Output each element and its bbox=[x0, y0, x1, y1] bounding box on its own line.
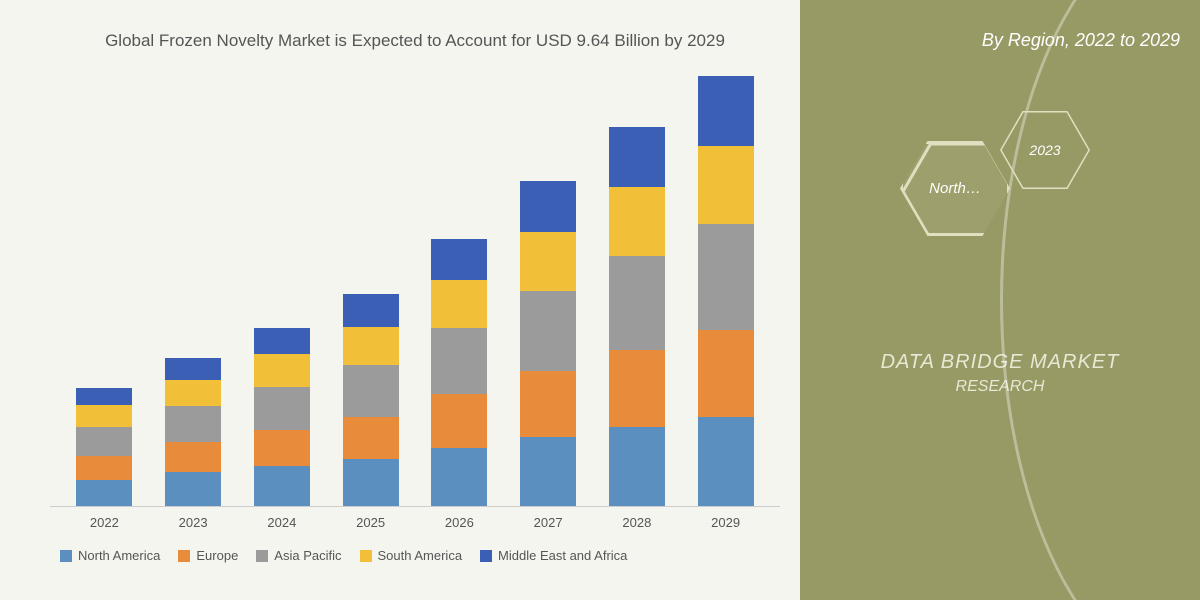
side-panel: By Region, 2022 to 2029 North… 2023 DATA… bbox=[800, 0, 1200, 600]
hexagon-north: North… bbox=[900, 141, 1010, 236]
legend-item: North America bbox=[60, 548, 160, 563]
segment-south-america bbox=[698, 146, 754, 224]
bar-2028 bbox=[609, 127, 665, 506]
segment-north-america bbox=[254, 466, 310, 506]
bar-2025 bbox=[343, 294, 399, 506]
segment-europe bbox=[431, 394, 487, 448]
segment-north-america bbox=[698, 417, 754, 506]
legend-item: Asia Pacific bbox=[256, 548, 341, 563]
segment-south-america bbox=[254, 354, 310, 387]
decorative-arc bbox=[1000, 0, 1200, 600]
segment-south-america bbox=[520, 232, 576, 291]
hexagon-year: 2023 bbox=[1000, 111, 1090, 189]
chart-legend: North America Europe Asia Pacific South Ame… bbox=[50, 548, 780, 563]
legend-label: Asia Pacific bbox=[274, 548, 341, 563]
segment-south-america bbox=[431, 280, 487, 328]
segment-europe bbox=[343, 417, 399, 459]
x-label: 2029 bbox=[698, 515, 754, 530]
segment-north-america bbox=[165, 472, 221, 506]
bar-2024 bbox=[254, 328, 310, 506]
segment-middle-east-and-africa bbox=[609, 127, 665, 187]
legend-label: North America bbox=[78, 548, 160, 563]
legend-label: South America bbox=[378, 548, 463, 563]
x-label: 2022 bbox=[76, 515, 132, 530]
legend-swatch bbox=[178, 550, 190, 562]
legend-label: Europe bbox=[196, 548, 238, 563]
segment-north-america bbox=[76, 480, 132, 506]
x-axis-labels: 2022 2023 2024 2025 2026 2027 2028 2029 bbox=[50, 507, 780, 530]
legend-item: Europe bbox=[178, 548, 238, 563]
bar-2026 bbox=[431, 239, 487, 506]
segment-middle-east-and-africa bbox=[254, 328, 310, 354]
segment-europe bbox=[76, 456, 132, 480]
segment-europe bbox=[254, 430, 310, 466]
segment-middle-east-and-africa bbox=[76, 388, 132, 405]
chart-title: Global Frozen Novelty Market is Expected… bbox=[50, 30, 780, 52]
segment-asia-pacific bbox=[520, 291, 576, 372]
segment-middle-east-and-africa bbox=[343, 294, 399, 327]
x-label: 2026 bbox=[431, 515, 487, 530]
segment-asia-pacific bbox=[431, 328, 487, 394]
segment-asia-pacific bbox=[698, 224, 754, 330]
segment-europe bbox=[698, 330, 754, 417]
segment-asia-pacific bbox=[76, 427, 132, 456]
chart-area: Global Frozen Novelty Market is Expected… bbox=[0, 0, 800, 600]
x-label: 2023 bbox=[165, 515, 221, 530]
segment-middle-east-and-africa bbox=[520, 181, 576, 232]
legend-swatch bbox=[360, 550, 372, 562]
segment-asia-pacific bbox=[609, 256, 665, 350]
x-label: 2027 bbox=[520, 515, 576, 530]
x-label: 2028 bbox=[609, 515, 665, 530]
legend-label: Middle East and Africa bbox=[498, 548, 627, 563]
segment-north-america bbox=[520, 437, 576, 506]
segment-south-america bbox=[165, 380, 221, 406]
segment-north-america bbox=[343, 459, 399, 506]
bar-2029 bbox=[698, 76, 754, 506]
segment-middle-east-and-africa bbox=[165, 358, 221, 380]
chart-plot bbox=[50, 77, 780, 507]
segment-north-america bbox=[609, 427, 665, 506]
bar-2027 bbox=[520, 181, 576, 506]
legend-item: South America bbox=[360, 548, 463, 563]
segment-south-america bbox=[343, 327, 399, 366]
segment-asia-pacific bbox=[165, 406, 221, 442]
hexagon-graphic: North… 2023 bbox=[820, 111, 1180, 291]
segment-asia-pacific bbox=[254, 387, 310, 430]
segment-north-america bbox=[431, 448, 487, 506]
segment-south-america bbox=[76, 405, 132, 427]
segment-europe bbox=[609, 350, 665, 427]
x-label: 2024 bbox=[254, 515, 310, 530]
segment-south-america bbox=[609, 187, 665, 256]
segment-europe bbox=[520, 371, 576, 437]
segment-asia-pacific bbox=[343, 365, 399, 417]
bar-2023 bbox=[165, 358, 221, 506]
legend-item: Middle East and Africa bbox=[480, 548, 627, 563]
x-label: 2025 bbox=[343, 515, 399, 530]
segment-europe bbox=[165, 442, 221, 472]
segment-middle-east-and-africa bbox=[698, 76, 754, 146]
legend-swatch bbox=[480, 550, 492, 562]
bar-2022 bbox=[76, 388, 132, 506]
legend-swatch bbox=[256, 550, 268, 562]
segment-middle-east-and-africa bbox=[431, 239, 487, 280]
legend-swatch bbox=[60, 550, 72, 562]
